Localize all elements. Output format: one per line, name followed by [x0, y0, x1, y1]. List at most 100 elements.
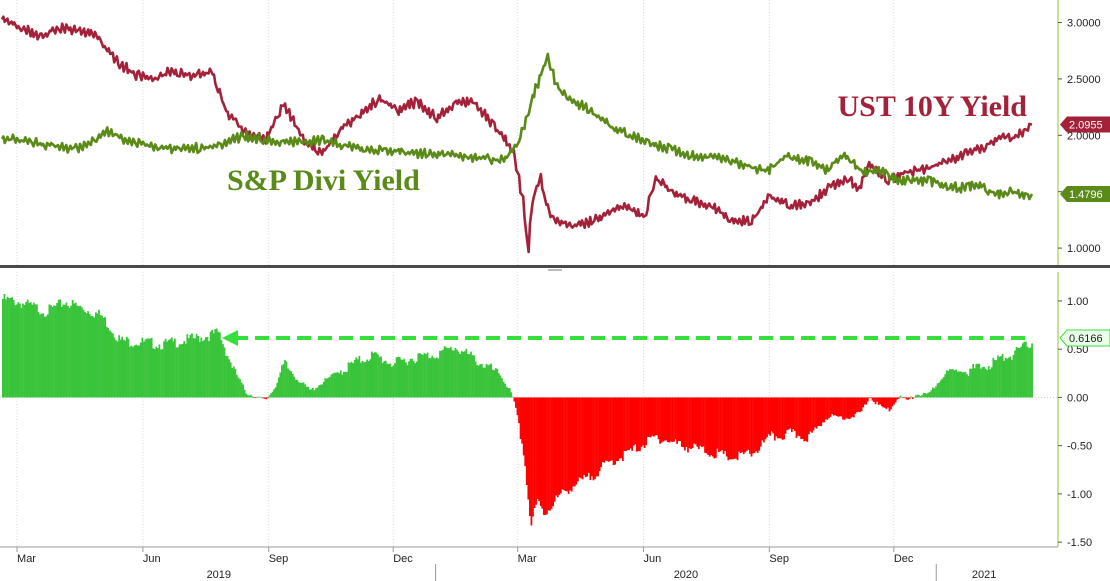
- spread-bar: [587, 397, 590, 473]
- spread-bar: [668, 397, 671, 443]
- spread-bar: [663, 397, 666, 441]
- sp-divi-yield-line: [0, 52, 1034, 201]
- spread-bar: [14, 305, 17, 398]
- spread-bar: [842, 397, 844, 420]
- spread-bar: [67, 305, 69, 398]
- spread-bar: [539, 397, 542, 507]
- spread-bar: [882, 397, 885, 408]
- spread-bar: [756, 397, 759, 453]
- panel-divider[interactable]: [0, 265, 1110, 271]
- spread-bar: [299, 382, 302, 398]
- spread-bar: [643, 397, 646, 449]
- spread-bar: [411, 358, 413, 398]
- spread-bar: [515, 397, 517, 408]
- spread-bar: [964, 371, 967, 398]
- spread-bar: [206, 337, 209, 398]
- spread-bar: [70, 305, 72, 398]
- spread-bar: [287, 368, 289, 398]
- spread-bar: [101, 315, 103, 398]
- spread-bar: [868, 397, 871, 399]
- spread-bar: [23, 305, 26, 398]
- spread-bar: [820, 397, 823, 427]
- spread-bar: [150, 337, 153, 398]
- spread-bar: [59, 299, 62, 398]
- spread-bar: [310, 389, 313, 398]
- spread-bar: [958, 371, 961, 398]
- spread-bar: [445, 347, 448, 398]
- spread-bar: [860, 397, 863, 412]
- spread-bar: [567, 397, 570, 494]
- spread-bar: [214, 329, 217, 398]
- spread-bar: [442, 349, 444, 398]
- spread-bar: [237, 377, 240, 398]
- spread-bar: [298, 382, 300, 398]
- spread-bar: [234, 369, 237, 398]
- spread-bar: [930, 390, 933, 398]
- x-month-label: Sep: [269, 553, 289, 565]
- spread-bar: [45, 316, 48, 398]
- spread-bar: [71, 299, 74, 398]
- spread-bar: [186, 334, 189, 398]
- spread-bar: [990, 367, 993, 398]
- spread-bar: [730, 397, 733, 460]
- x-month-label: Dec: [894, 553, 914, 565]
- spread-bar: [369, 359, 372, 398]
- spread-bar: [174, 338, 176, 398]
- spread-bar: [494, 368, 497, 398]
- spread-bar: [139, 342, 142, 398]
- spread-bar: [513, 397, 516, 402]
- spread-bar: [956, 371, 959, 398]
- spread-bar: [468, 354, 471, 398]
- spread-bar: [738, 397, 740, 452]
- spread-bar: [786, 397, 789, 430]
- spread-bar: [629, 397, 632, 449]
- spread-bar: [350, 361, 353, 398]
- spread-bar: [108, 330, 111, 398]
- spread-bar: [290, 371, 293, 398]
- spread-last-value-badge-text: 0.6166: [1069, 333, 1103, 345]
- spread-bar: [453, 350, 455, 398]
- spread-bar: [329, 376, 331, 398]
- spread-bar: [831, 397, 833, 414]
- spread-bar: [422, 354, 424, 398]
- spread-bar: [496, 369, 499, 398]
- spread-bar: [938, 382, 940, 398]
- spread-bar: [98, 309, 100, 398]
- spread-bar: [635, 397, 638, 452]
- spread-bar: [978, 363, 981, 398]
- spread-bar: [112, 333, 114, 398]
- spread-bar: [364, 361, 367, 398]
- spread-bar: [493, 370, 496, 398]
- spread-bar: [544, 397, 547, 515]
- spread-bar: [157, 348, 159, 398]
- spread-bar: [366, 359, 368, 398]
- spread-bar: [50, 305, 52, 398]
- spread-bar: [767, 397, 770, 435]
- spread-bar: [662, 397, 665, 442]
- spread-bar: [43, 316, 46, 398]
- spread-bar: [561, 397, 564, 490]
- spread-bar: [333, 372, 336, 398]
- spread-bar: [96, 313, 99, 398]
- spread-bar: [986, 370, 988, 398]
- spread-bar: [322, 381, 325, 398]
- spread-bar: [160, 349, 162, 398]
- bottom-y-tick-label: 0.50: [1067, 344, 1088, 356]
- spread-bar: [270, 393, 272, 398]
- spread-bar: [657, 397, 660, 440]
- divi-last-value-badge-text: 1.4796: [1069, 189, 1103, 201]
- spread-bar: [772, 397, 775, 434]
- spread-bar: [236, 374, 238, 398]
- spread-bar: [163, 341, 165, 398]
- spread-bar: [845, 397, 847, 419]
- spread-bar: [552, 397, 554, 507]
- spread-bar: [347, 362, 350, 398]
- spread-bar: [715, 397, 717, 458]
- spread-bar: [992, 357, 995, 398]
- spread-bar: [439, 350, 441, 398]
- spread-bar: [479, 364, 482, 398]
- spread-bar: [908, 397, 911, 399]
- spread-bar: [26, 299, 29, 398]
- spread-bar: [463, 351, 466, 398]
- spread-bar: [138, 345, 141, 398]
